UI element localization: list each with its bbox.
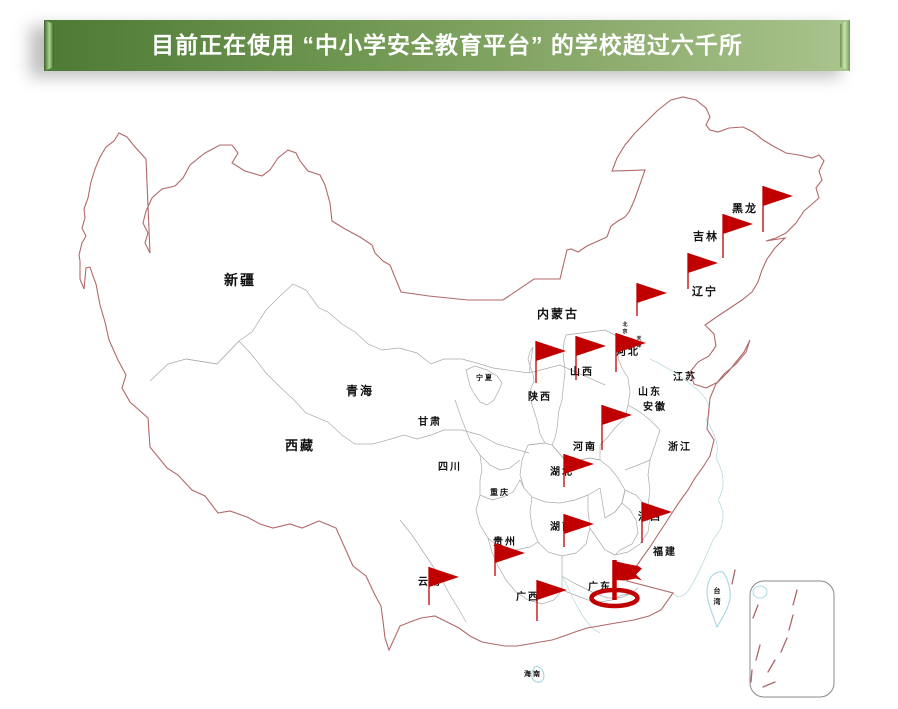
svg-text:辽宁: 辽宁 xyxy=(692,284,718,298)
svg-text:京: 京 xyxy=(622,328,629,335)
svg-text:台: 台 xyxy=(714,586,723,595)
svg-text:宁夏: 宁夏 xyxy=(476,373,494,382)
svg-text:安徽: 安徽 xyxy=(643,400,667,413)
svg-text:黑龙: 黑龙 xyxy=(732,201,758,215)
svg-text:西藏: 西藏 xyxy=(285,438,315,453)
svg-text:内蒙古: 内蒙古 xyxy=(537,306,579,321)
svg-text:青海: 青海 xyxy=(346,383,374,398)
svg-text:浙江: 浙江 xyxy=(668,440,692,453)
svg-text:湾: 湾 xyxy=(714,597,723,606)
svg-text:海南: 海南 xyxy=(524,669,542,678)
svg-text:陕西: 陕西 xyxy=(528,390,552,403)
svg-text:甘肃: 甘肃 xyxy=(418,415,442,428)
svg-text:河南: 河南 xyxy=(573,440,597,453)
svg-text:新疆: 新疆 xyxy=(224,272,256,288)
svg-text:北: 北 xyxy=(622,321,629,328)
svg-text:山西: 山西 xyxy=(570,365,594,378)
svg-text:四川: 四川 xyxy=(438,461,462,473)
svg-text:重庆: 重庆 xyxy=(490,487,510,497)
svg-text:山东: 山东 xyxy=(638,385,662,398)
svg-text:福建: 福建 xyxy=(652,545,677,558)
svg-text:吉林: 吉林 xyxy=(693,229,719,243)
